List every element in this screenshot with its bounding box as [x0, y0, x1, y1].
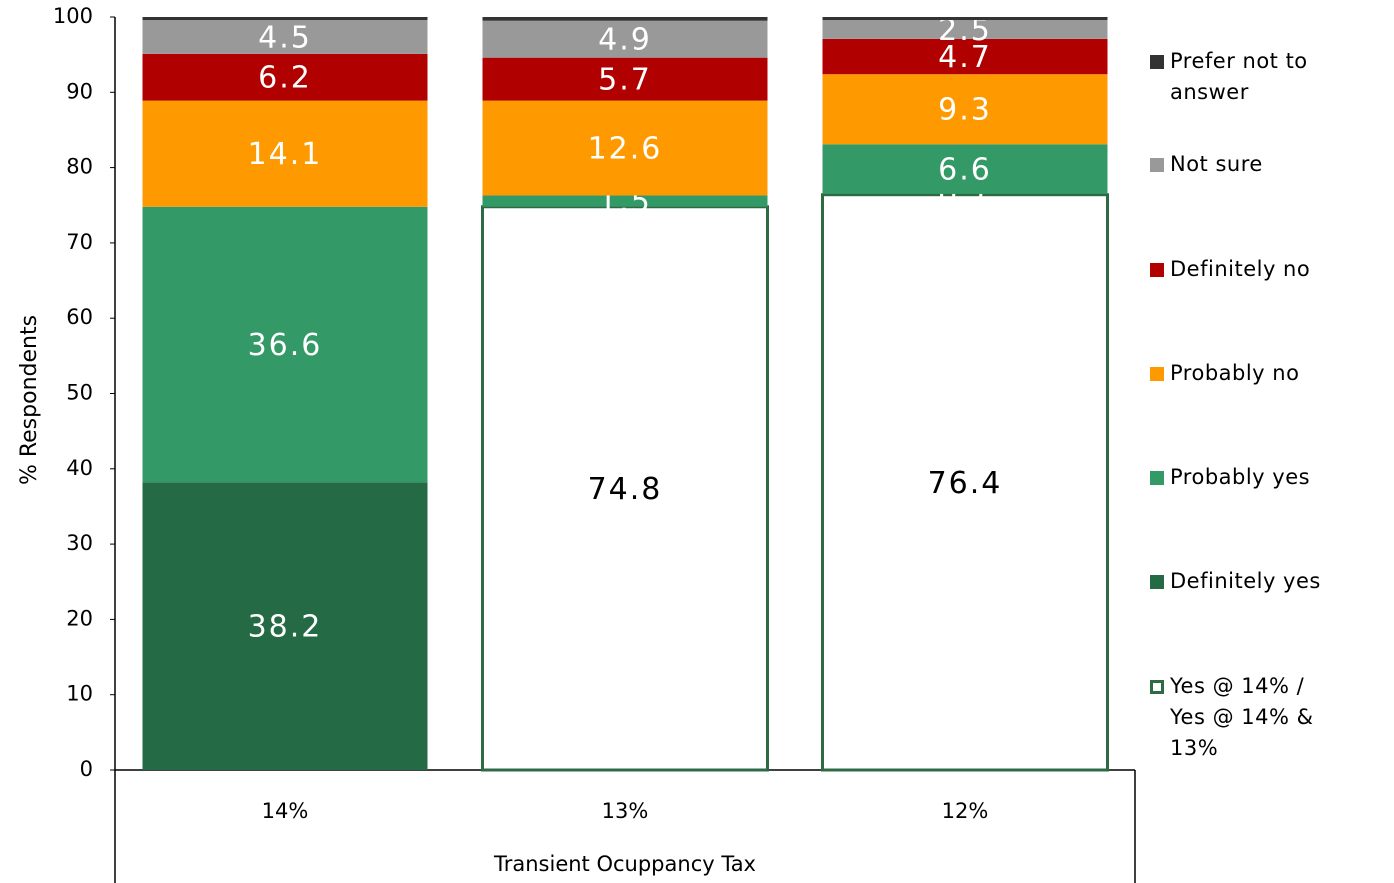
bar-segment	[482, 195, 768, 207]
y-axis-title: % Respondents	[17, 315, 42, 485]
bar-segment	[822, 74, 1108, 145]
data-label: 6.6	[938, 153, 992, 188]
x-tick-label: 14%	[262, 799, 309, 823]
legend-swatch	[1150, 55, 1164, 69]
y-tick-label: 90	[66, 79, 93, 103]
bar-segment	[481, 205, 769, 772]
data-label: 76.4	[928, 466, 1003, 501]
y-tick-label: 0	[80, 757, 93, 781]
legend-item: Yes @ 14% / Yes @ 14% & 13%	[1150, 674, 1340, 764]
bar-segment	[822, 144, 1108, 194]
x-tick-label: 13%	[602, 799, 649, 823]
legend-label: Definitely yes	[1170, 569, 1321, 593]
y-tick-label: 70	[66, 230, 93, 254]
y-tick-label: 50	[66, 381, 93, 405]
data-label: 36.6	[248, 328, 323, 363]
legend-swatch	[1150, 680, 1164, 694]
y-tick-label: 100	[53, 4, 93, 28]
bar-segment	[822, 193, 1108, 195]
legend-swatch	[1150, 471, 1164, 485]
data-label: 4.5	[258, 20, 312, 55]
legend-item: Probably no	[1150, 361, 1360, 389]
legend-item: Definitely no	[1150, 257, 1360, 285]
data-label: 14.1	[248, 137, 323, 172]
y-tick-label: 80	[66, 155, 93, 179]
legend-label: Probably yes	[1170, 465, 1311, 489]
y-tick-label: 10	[66, 682, 93, 706]
legend-item: Not sure	[1150, 152, 1360, 180]
legend-label: Not sure	[1170, 152, 1263, 176]
bar-segment	[142, 53, 428, 101]
legend-swatch	[1150, 158, 1164, 172]
bar-segment	[822, 38, 1108, 75]
y-tick-label: 20	[66, 606, 93, 630]
data-label: 9.3	[938, 93, 992, 128]
bar-segment	[822, 17, 1108, 21]
legend-label: Prefer not to answer	[1170, 49, 1308, 104]
legend-swatch	[1150, 575, 1164, 589]
legend-swatch	[1150, 367, 1164, 381]
legend-item: Probably yes	[1150, 465, 1360, 493]
bar-segment	[482, 100, 768, 196]
data-label: 4.9	[598, 23, 652, 58]
legend-item: Definitely yes	[1150, 569, 1360, 597]
bar-segment	[142, 17, 428, 21]
bar-segment	[142, 206, 428, 483]
legend-label: Probably no	[1170, 361, 1300, 385]
y-tick-label: 60	[66, 305, 93, 329]
y-tick-label: 40	[66, 456, 93, 480]
data-label: 5.7	[598, 63, 652, 98]
bar-segment	[482, 17, 768, 21]
bar-segment	[142, 482, 428, 770]
data-label: 6.2	[258, 61, 312, 96]
y-tick-label: 30	[66, 531, 93, 555]
x-tick-label: 12%	[942, 799, 989, 823]
bar-segment	[482, 57, 768, 101]
bar-segment	[142, 100, 428, 207]
bar-segment	[821, 193, 1109, 772]
data-label: 74.8	[588, 472, 663, 507]
bar-segment	[482, 20, 768, 58]
data-label: 12.6	[588, 132, 663, 167]
bar-segment	[822, 20, 1108, 39]
legend-item: Prefer not to answer	[1150, 49, 1360, 108]
legend-swatch	[1150, 263, 1164, 277]
bar-segment	[142, 20, 428, 54]
data-label: 38.2	[248, 610, 323, 645]
data-label: 4.7	[938, 40, 992, 75]
x-axis-title: Transient Ocuppancy Tax	[493, 852, 756, 876]
legend-label: Yes @ 14% / Yes @ 14% & 13%	[1170, 674, 1314, 760]
legend-label: Definitely no	[1170, 257, 1311, 281]
